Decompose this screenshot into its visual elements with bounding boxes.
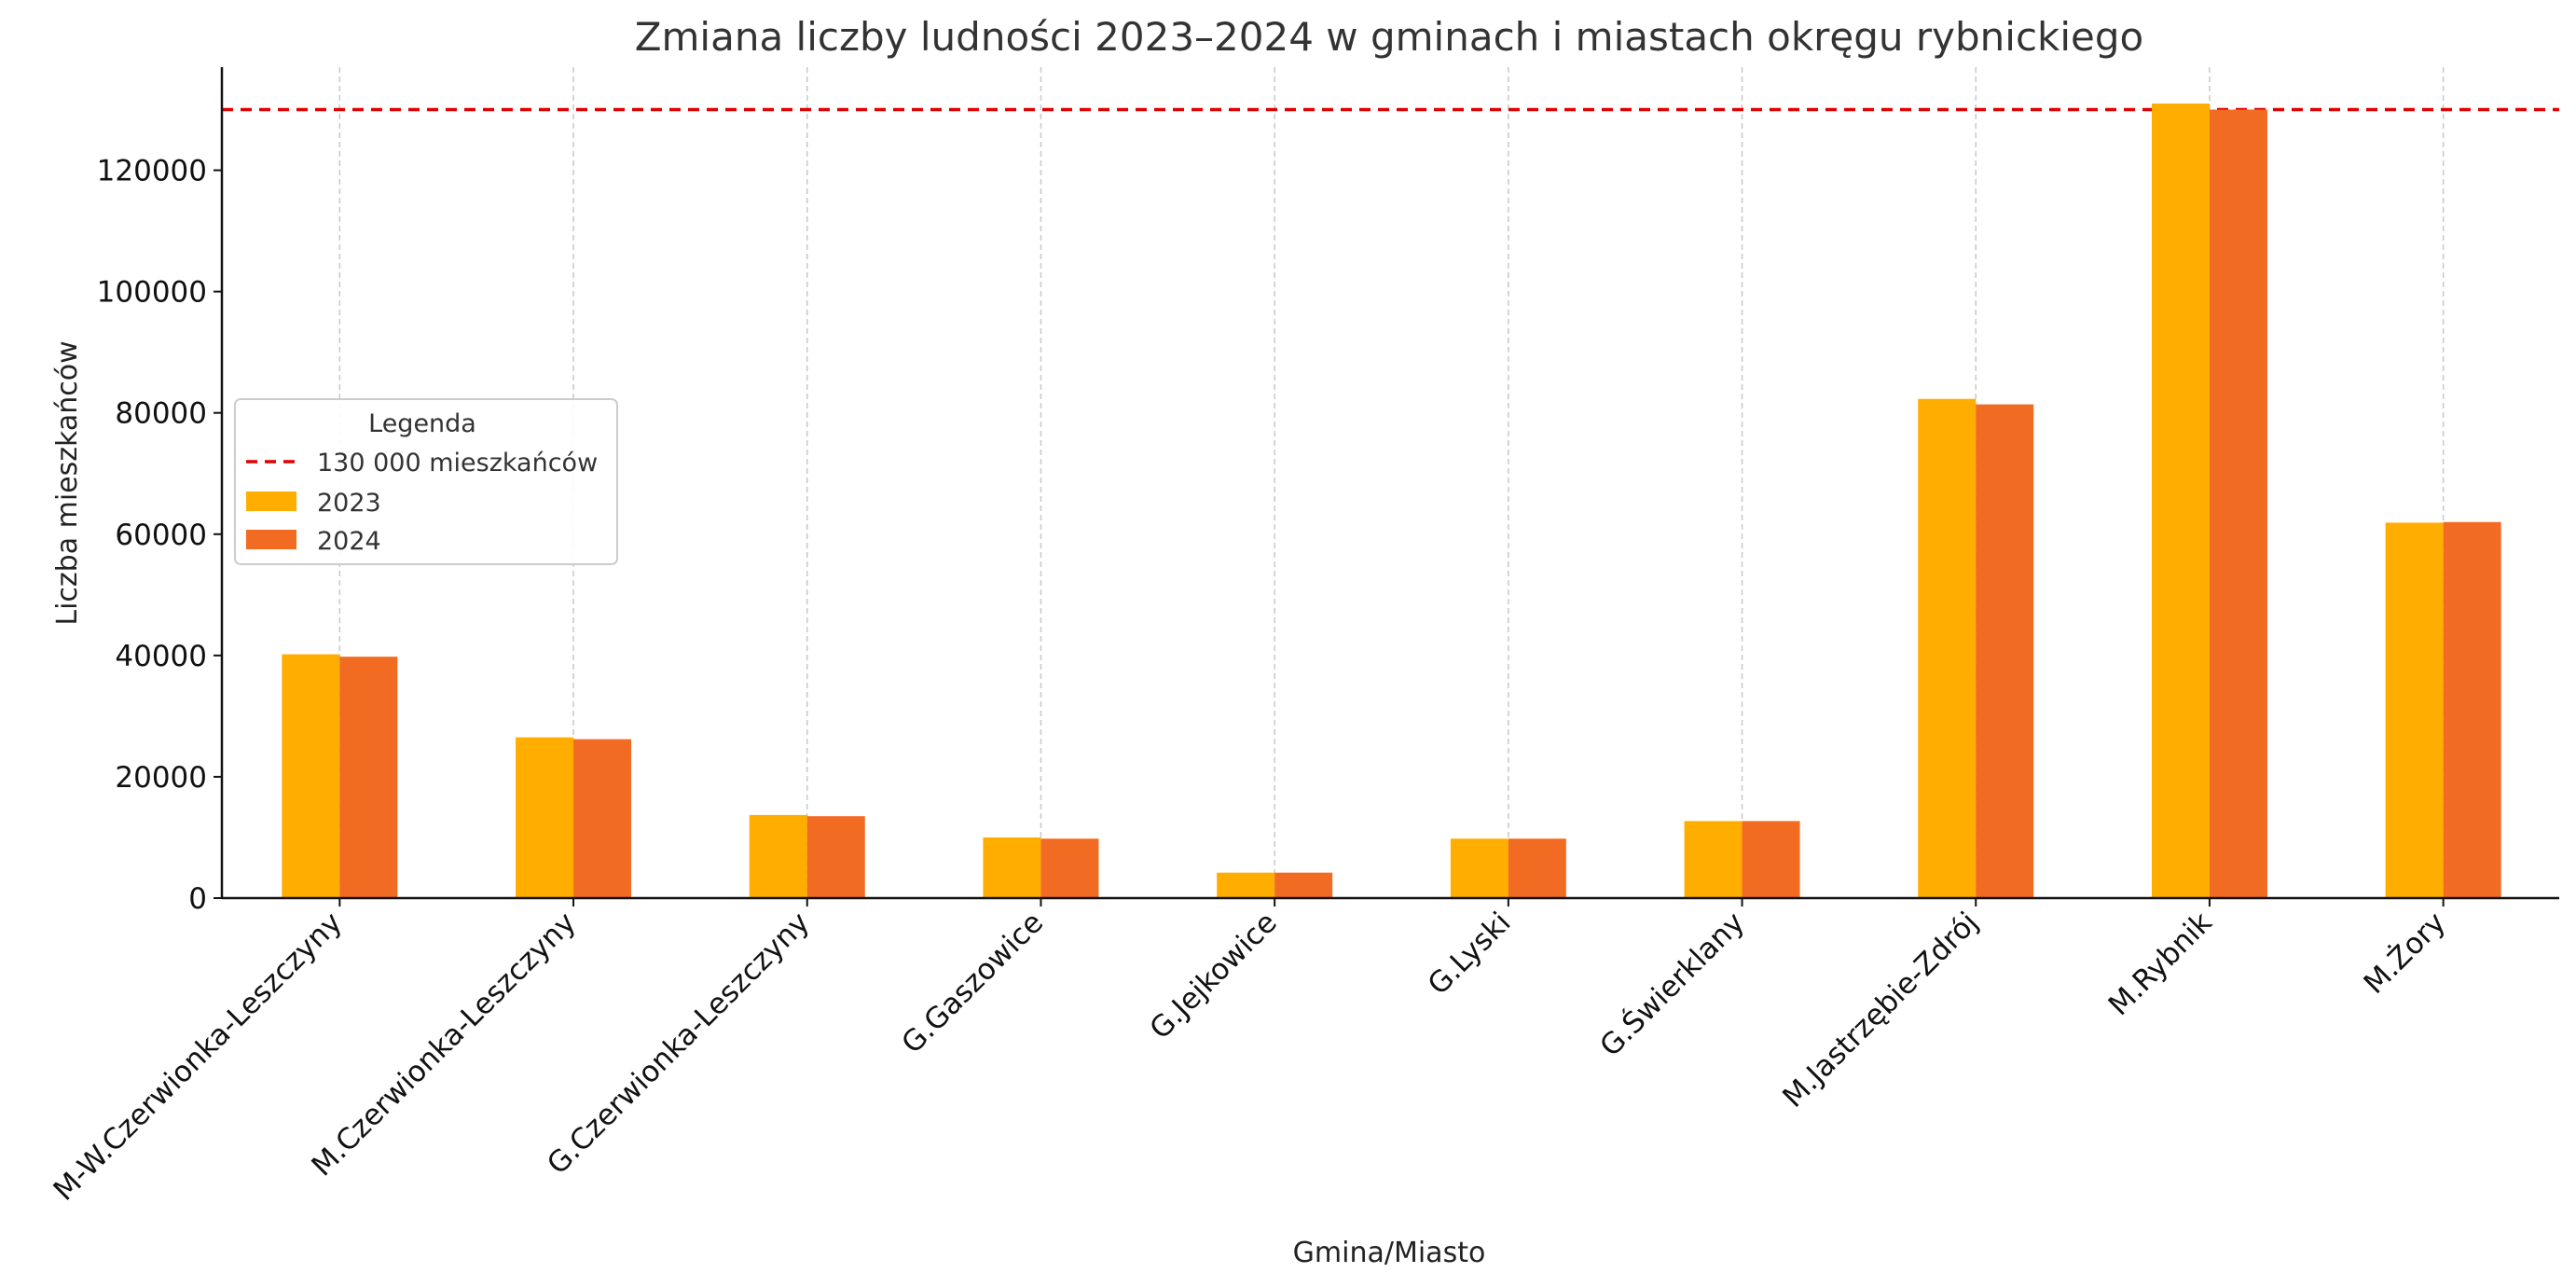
bar-2023	[282, 654, 340, 898]
y-tick-label: 40000	[115, 640, 207, 673]
x-tick-label: M.Żory	[2358, 906, 2453, 1001]
bar-2023	[1918, 398, 1977, 898]
bar-2024	[1508, 838, 1566, 898]
legend-label-2023: 2023	[317, 489, 381, 518]
bar-2024	[1976, 404, 2034, 898]
x-tick-label: G.Świerklany	[1593, 905, 1752, 1063]
x-tick-label: G.Jejkowice	[1143, 906, 1283, 1045]
bars-group	[282, 104, 2501, 898]
grid-lines	[338, 67, 2445, 898]
bar-2023	[2151, 104, 2210, 898]
x-tick-label: G.Lyski	[1422, 906, 1518, 1002]
x-tick-label: G.Czerwionka-Leszczyny	[541, 906, 816, 1181]
x-axis-label: Gmina/Miasto	[1293, 1237, 1486, 1269]
x-tick-label: M.Rybnik	[2102, 906, 2219, 1022]
bar-2024	[339, 657, 398, 898]
bar-2024	[806, 816, 865, 898]
bar-2023	[2385, 522, 2444, 898]
x-ticks: M-W.Czerwionka-LeszczynyM.Czerwionka-Les…	[48, 898, 2453, 1208]
bar-2024	[2443, 521, 2501, 898]
legend-box	[234, 398, 618, 565]
y-tick-label: 0	[188, 882, 207, 916]
bar-2024	[1742, 821, 1800, 898]
y-axis-label: Liczba mieszkańców	[51, 340, 84, 625]
bar-2023	[516, 737, 574, 898]
legend: Legenda 130 000 mieszkańców 2023 2024	[234, 398, 618, 565]
y-tick-label: 60000	[115, 519, 207, 552]
x-tick-label: M-W.Czerwionka-Leszczyny	[48, 906, 349, 1207]
bar-2023	[1450, 838, 1508, 898]
y-tick-label: 120000	[97, 155, 207, 188]
x-tick-label: M.Czerwionka-Leszczyny	[305, 906, 582, 1183]
y-tick-label: 100000	[97, 276, 207, 310]
axes	[220, 67, 2559, 900]
x-tick-label: M.Jastrzębie-Zdrój	[1776, 906, 1985, 1114]
bar-2024	[2209, 109, 2267, 898]
bar-2023	[1217, 872, 1275, 898]
bar-2023	[749, 814, 807, 898]
legend-label-2024: 2024	[317, 527, 381, 556]
legend-title: Legenda	[368, 409, 476, 438]
bar-2024	[1040, 838, 1099, 898]
bar-2024	[1274, 872, 1333, 898]
legend-swatch-2023	[246, 491, 296, 511]
chart-title: Zmiana liczby ludności 2023–2024 w gmina…	[635, 14, 2143, 60]
y-ticks: 0 20000 40000 60000 80000 100000 120000	[97, 155, 222, 916]
legend-swatch-2024	[246, 530, 296, 549]
bar-2023	[983, 837, 1041, 898]
bar-2023	[1684, 821, 1743, 898]
bar-2024	[573, 739, 632, 898]
y-tick-label: 80000	[115, 397, 207, 431]
x-tick-label: G.Gaszowice	[895, 906, 1050, 1060]
legend-reference-label: 130 000 mieszkańców	[317, 449, 598, 477]
y-tick-label: 20000	[115, 761, 207, 795]
